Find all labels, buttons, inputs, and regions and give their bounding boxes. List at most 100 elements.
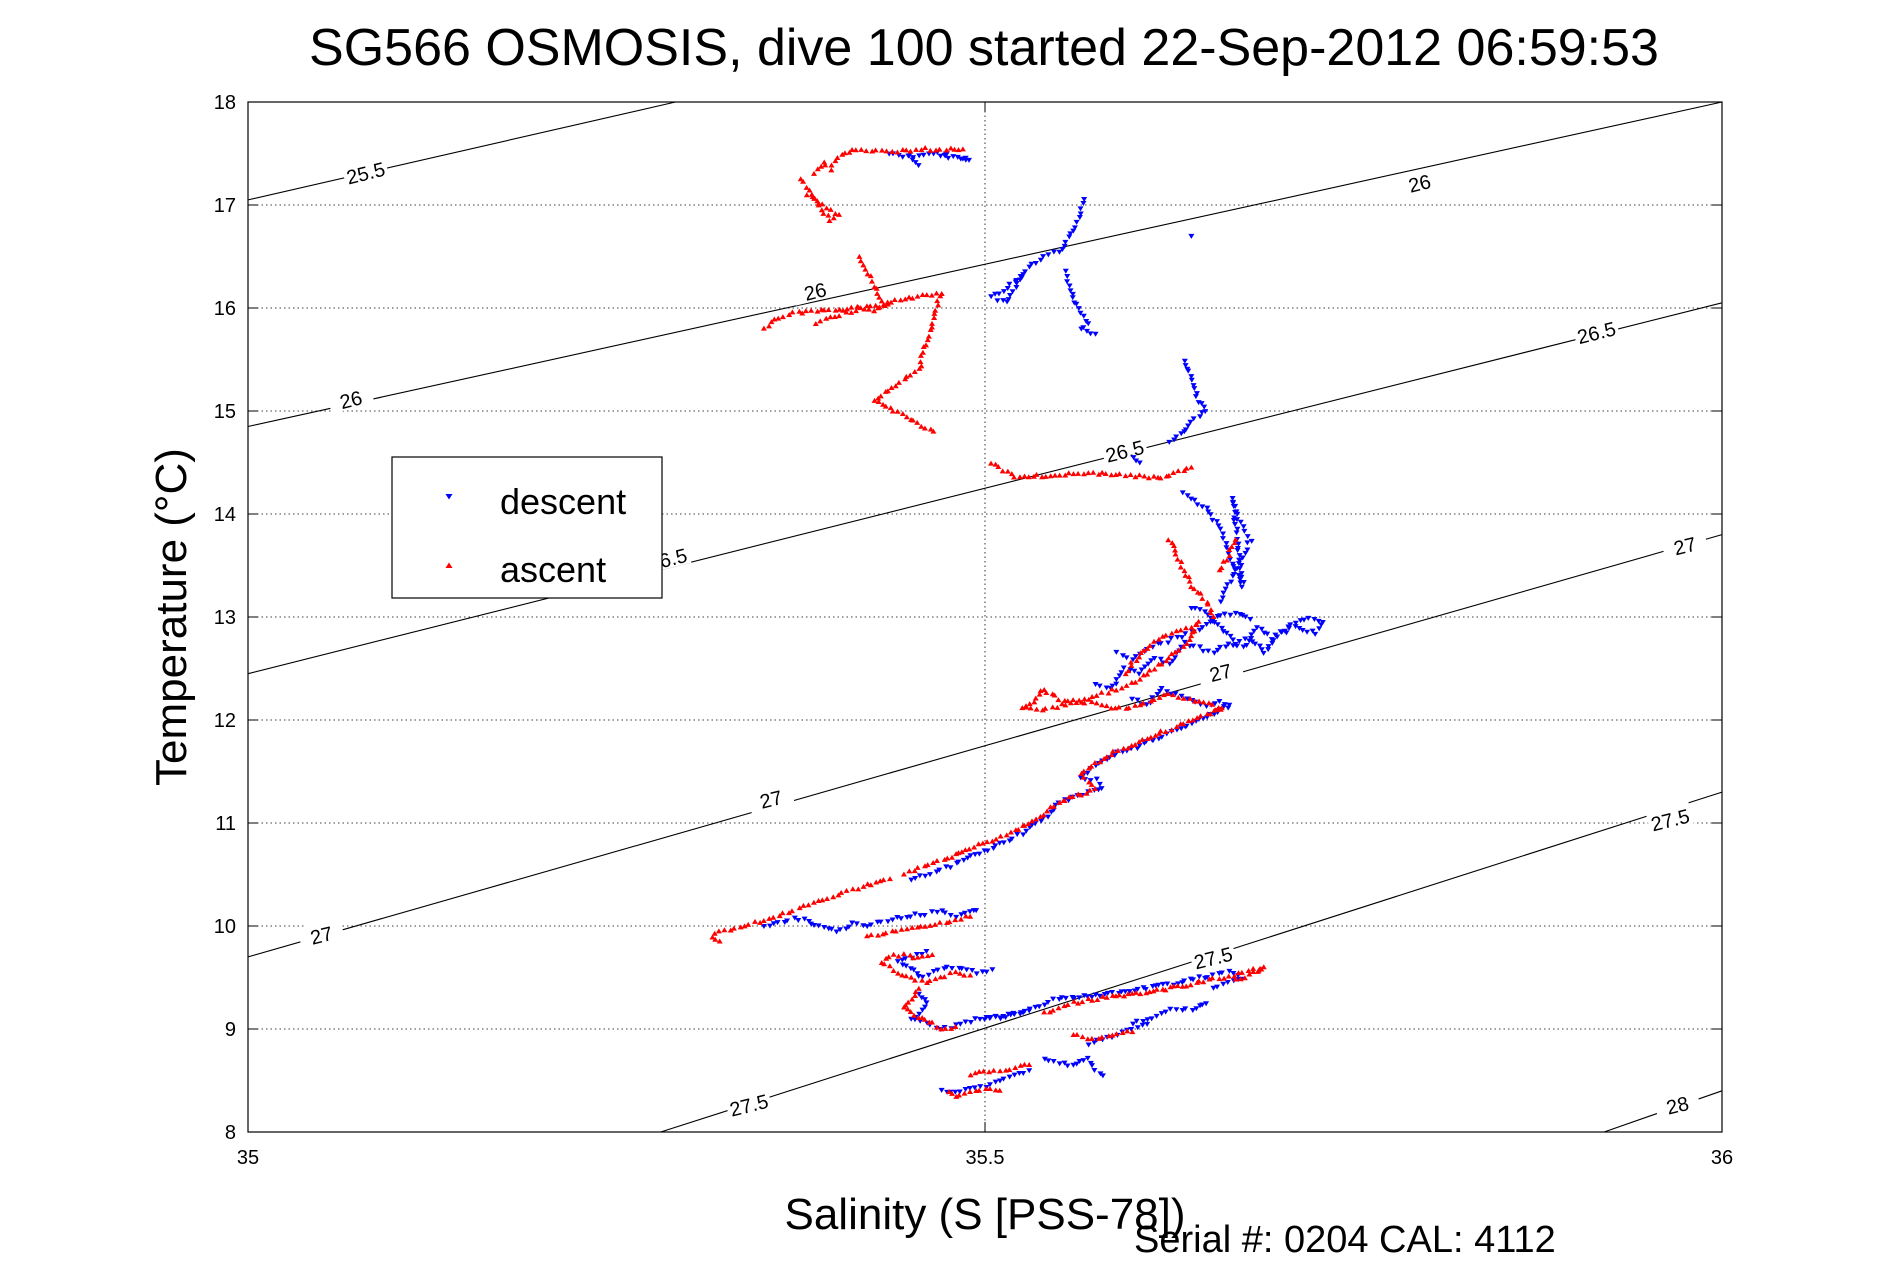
grid: [248, 102, 1722, 1132]
ascent-point: [891, 296, 898, 302]
ascent-point: [1147, 734, 1154, 740]
ascent-point: [760, 325, 767, 331]
descent-point: [1198, 410, 1205, 416]
ascent-point: [895, 953, 902, 959]
descent-point: [1198, 401, 1205, 407]
descent-point: [1096, 993, 1103, 999]
ascent-point: [1004, 468, 1011, 474]
descent-point: [833, 929, 840, 935]
descent-point: [1296, 626, 1303, 632]
descent-point: [1299, 628, 1306, 634]
descent-point: [1188, 374, 1195, 380]
ascent-point: [909, 924, 916, 930]
descent-point: [977, 1084, 984, 1090]
ascent-point: [1199, 595, 1206, 601]
descent-point: [1130, 1021, 1137, 1027]
ascent-point: [1094, 996, 1101, 1002]
ascent-point: [838, 889, 845, 895]
descent-point: [1181, 429, 1188, 435]
descent-point: [1283, 630, 1290, 636]
contour-label: 27: [1207, 660, 1234, 687]
descent-point: [1136, 460, 1143, 466]
descent-point: [1214, 647, 1221, 653]
y-tick-label: 18: [214, 92, 236, 114]
ascent-point: [909, 295, 916, 301]
ascent-point: [989, 838, 996, 844]
descent-point: [1202, 609, 1209, 615]
ascent-point: [948, 1025, 955, 1031]
descent-point: [1149, 695, 1156, 701]
ascent-point: [990, 1067, 997, 1073]
descent-point: [1223, 545, 1230, 551]
descent-point: [1209, 517, 1216, 523]
ascent-point: [1186, 578, 1193, 584]
descent-point: [1133, 1018, 1140, 1024]
descent-point: [1200, 648, 1207, 654]
ascent-point: [919, 977, 926, 983]
ascent-point: [909, 996, 916, 1002]
descent-point: [1230, 643, 1237, 649]
ascent-point: [752, 918, 759, 924]
ascent-point: [1188, 584, 1195, 590]
descent-point: [1093, 776, 1100, 782]
ascent-point: [958, 916, 965, 922]
ascent-point: [1012, 1064, 1019, 1070]
y-tick-label: 8: [225, 1122, 236, 1144]
descent-point: [1210, 985, 1217, 991]
descent-point: [976, 851, 983, 857]
ascent-point: [1156, 730, 1163, 736]
descent-point: [990, 846, 997, 852]
ascent-point: [1250, 965, 1257, 971]
ascent-point: [1127, 659, 1134, 665]
ascent-point: [1177, 564, 1184, 570]
isopycnal-27-5: [660, 791, 1723, 1133]
ascent-point: [1080, 768, 1087, 774]
ascent-point: [832, 307, 839, 313]
ascent-point: [1081, 696, 1088, 702]
descent-point: [1127, 667, 1134, 673]
ascent-point: [880, 301, 887, 307]
ascent-point: [1061, 697, 1068, 703]
ascent-point: [824, 896, 831, 902]
descent-point: [912, 160, 919, 166]
descent-point: [910, 967, 917, 973]
ascent-point: [1093, 692, 1100, 698]
descent-point: [1173, 434, 1180, 440]
ascent-point: [1132, 474, 1139, 480]
ascent-point: [1078, 770, 1085, 776]
descent-point: [997, 1078, 1004, 1084]
ascent-point: [727, 927, 734, 933]
ascent-point: [890, 951, 897, 957]
ascent-point: [852, 147, 859, 153]
descent-point: [972, 852, 979, 858]
ascent-point: [1108, 472, 1115, 478]
descent-point: [1075, 306, 1082, 312]
ascent-point: [1052, 472, 1059, 478]
ascent-point: [949, 1090, 956, 1096]
descent-point: [1187, 419, 1194, 425]
ascent-point: [1088, 1035, 1095, 1041]
ascent-point: [1197, 713, 1204, 719]
descent-point: [1061, 1060, 1068, 1066]
descent-point: [1134, 746, 1141, 752]
ascent-point: [933, 858, 940, 864]
ascent-point: [927, 147, 934, 153]
contour-label-bg: [1395, 165, 1444, 198]
ascent-point: [1081, 700, 1088, 706]
descent-point: [913, 952, 920, 958]
ascent-point: [904, 926, 911, 932]
descent-point: [1304, 629, 1311, 635]
descent-point: [966, 909, 973, 915]
descent-point: [922, 873, 929, 879]
isopycnal-27: [247, 534, 1723, 958]
ascent-point: [927, 922, 934, 928]
descent-point: [1219, 595, 1226, 601]
ascent-point: [967, 1088, 974, 1094]
contour-label-bg: [790, 273, 839, 306]
descent-point: [1231, 522, 1238, 528]
descent-point: [1223, 541, 1230, 547]
ascent-point: [1182, 625, 1189, 631]
descent-point: [1004, 285, 1011, 291]
ascent-point: [1125, 705, 1132, 711]
ascent-point: [903, 973, 910, 979]
